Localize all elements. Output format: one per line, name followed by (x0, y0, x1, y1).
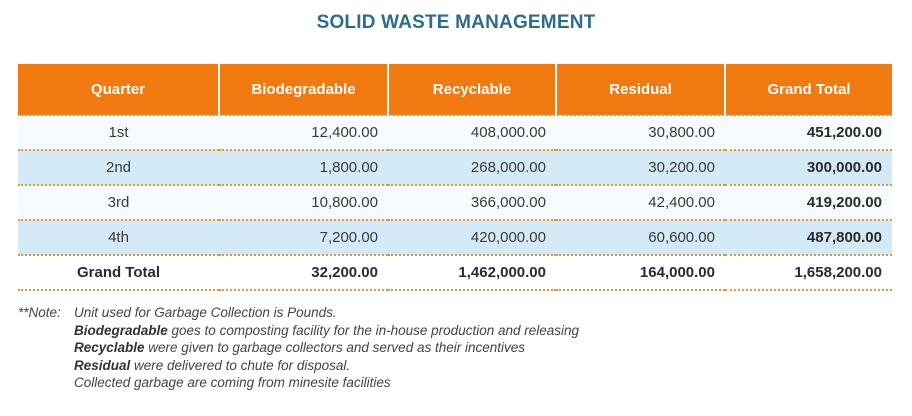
cell-biodegradable: 12,400.00 (219, 114, 388, 151)
note-text: were delivered to chute for disposal. (130, 357, 351, 373)
cell-quarter: 2nd (18, 150, 219, 186)
total-grand-total: 1,658,200.00 (725, 255, 892, 291)
table-row: 2nd 1,800.00 268,000.00 30,200.00 300,00… (18, 150, 892, 186)
table-row: 4th 7,200.00 420,000.00 60,600.00 487,80… (18, 220, 892, 256)
note-text: were given to garbage collectors and ser… (144, 340, 526, 356)
cell-recyclable: 420,000.00 (388, 220, 556, 256)
note-text: Collected garbage are coming from minesi… (74, 375, 391, 391)
note-line: Biodegradable goes to composting facilit… (18, 322, 579, 340)
cell-residual: 30,200.00 (556, 150, 725, 186)
waste-table: Quarter Biodegradable Recyclable Residua… (18, 64, 892, 291)
note-line: Collected garbage are coming from minesi… (18, 374, 579, 392)
cell-grand-total: 451,200.00 (725, 114, 892, 151)
cell-biodegradable: 10,800.00 (219, 185, 388, 221)
note-keyword-biodegradable: Biodegradable (74, 322, 168, 338)
note-prefix: **Note: (18, 305, 61, 320)
cell-residual: 30,800.00 (556, 114, 725, 151)
table-header-row: Quarter Biodegradable Recyclable Residua… (18, 64, 892, 115)
cell-biodegradable: 1,800.00 (219, 150, 388, 186)
note-text: goes to composting facility for the in-h… (167, 322, 580, 338)
note-line: Residual were delivered to chute for dis… (18, 357, 579, 375)
notes-section: **Note: Unit used for Garbage Collection … (18, 304, 579, 392)
cell-residual: 60,600.00 (556, 220, 725, 256)
table-total-row: Grand Total 32,200.00 1,462,000.00 164,0… (18, 255, 892, 291)
note-keyword-recyclable: Recyclable (74, 340, 145, 356)
table-row: 3rd 10,800.00 366,000.00 42,400.00 419,2… (18, 185, 892, 221)
cell-grand-total: 487,800.00 (725, 220, 892, 256)
header-residual: Residual (555, 64, 725, 115)
cell-grand-total: 419,200.00 (725, 185, 892, 221)
total-recyclable: 1,462,000.00 (388, 255, 556, 291)
cell-quarter: 1st (18, 114, 219, 151)
header-quarter: Quarter (18, 64, 219, 115)
cell-grand-total: 300,000.00 (725, 150, 892, 186)
header-grand-total: Grand Total (724, 64, 892, 115)
cell-quarter: 4th (18, 220, 219, 256)
note-line: **Note: Unit used for Garbage Collection … (18, 304, 579, 322)
total-biodegradable: 32,200.00 (219, 255, 388, 291)
cell-recyclable: 268,000.00 (388, 150, 556, 186)
cell-biodegradable: 7,200.00 (219, 220, 388, 256)
table-row: 1st 12,400.00 408,000.00 30,800.00 451,2… (18, 114, 892, 151)
page-title: SOLID WASTE MANAGEMENT (316, 12, 596, 33)
cell-recyclable: 366,000.00 (388, 185, 556, 221)
cell-quarter: 3rd (18, 185, 219, 221)
note-line: Recyclable were given to garbage collect… (18, 339, 579, 357)
cell-recyclable: 408,000.00 (388, 114, 556, 151)
note-text: Unit used for Garbage Collection is Poun… (74, 305, 337, 320)
header-biodegradable: Biodegradable (218, 64, 388, 115)
header-recyclable: Recyclable (387, 64, 556, 115)
cell-residual: 42,400.00 (556, 185, 725, 221)
total-label: Grand Total (18, 255, 219, 291)
note-keyword-residual: Residual (74, 357, 131, 373)
total-residual: 164,000.00 (556, 255, 725, 291)
